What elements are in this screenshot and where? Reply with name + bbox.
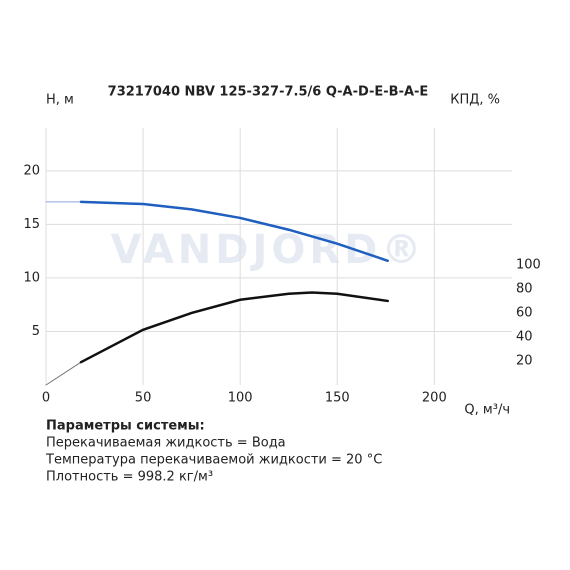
curve (45, 361, 82, 386)
y-tick-label: 10 (23, 270, 40, 285)
watermark: VANDJORD® (111, 227, 426, 273)
y2-tick-label: 80 (516, 281, 533, 296)
info-heading: Параметры системы: (46, 419, 205, 434)
x-tick-label: 100 (228, 391, 253, 406)
y-tick-label: 5 (32, 324, 40, 339)
info-line: Плотность = 998.2 кг/м³ (46, 470, 213, 485)
info-line: Температура перекачиваемой жидкости = 20… (45, 453, 382, 468)
y-tick-label: 15 (23, 217, 40, 232)
x-tick-label: 200 (422, 391, 447, 406)
plot: 0 50 100 150 200 5 10 15 20 20 40 60 80 100 (23, 128, 541, 406)
x-tick-label: 50 (135, 391, 152, 406)
y2-tick-label: 20 (516, 353, 533, 368)
x-tick-label: 0 (42, 391, 50, 406)
info-line: Перекачиваемая жидкость = Вода (46, 436, 286, 451)
y2-tick-label: 40 (516, 329, 533, 344)
y2-tick-label: 100 (516, 257, 541, 272)
y2-tick-label: 60 (516, 305, 533, 320)
y-tick-label: 20 (23, 163, 40, 178)
y-axis-label: Н, м (46, 93, 74, 108)
curve (79, 291, 389, 364)
curve (79, 200, 389, 263)
x-axis-label: Q, м³/ч (464, 403, 510, 418)
y2-axis-label: КПД, % (450, 93, 500, 108)
chart-title: 73217040 NBV 125-327-7.5/6 Q-A-D-E-B-A-E (108, 85, 429, 100)
x-tick-label: 150 (325, 391, 350, 406)
